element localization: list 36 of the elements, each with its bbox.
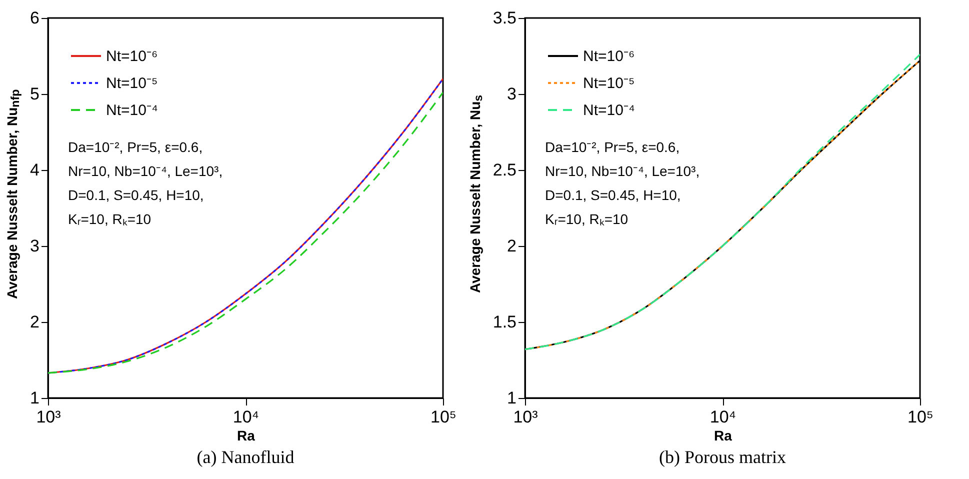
legend-label: Nt=10⁻⁴: [106, 102, 158, 119]
y-tick-label: 2.5: [492, 160, 516, 180]
x-tick-label: 10⁵: [908, 408, 934, 426]
y-tick-label: 5: [30, 84, 40, 104]
text: (a) Nanofluid: [196, 447, 294, 467]
y-tick-label: 3: [507, 84, 516, 104]
x-axis-title: Ra: [237, 428, 256, 444]
legend-label: Nt=10⁻⁵: [583, 75, 635, 92]
x-axis-title: Ra: [714, 428, 732, 444]
y-tick-label: 1: [30, 388, 40, 408]
annotation: Da=10⁻², Pr=5, ε=0.6,: [68, 139, 203, 155]
annotation: D=0.1, S=0.45, H=10,: [68, 187, 204, 203]
y-tick-label: 1: [507, 388, 516, 408]
x-tick-label: 10⁵: [430, 408, 456, 426]
x-tick-label: 10³: [36, 408, 62, 426]
x-tick-label: 10⁴: [232, 408, 260, 426]
y-tick-label: 3.5: [492, 8, 516, 28]
x-tick-label: 10³: [513, 408, 538, 426]
y-tick-label: 2: [30, 312, 40, 332]
annotation: Nr=10, Nb=10⁻⁴, Le=10³,: [545, 163, 700, 179]
text: (b) Porous matrix: [659, 447, 786, 467]
annotation: Kᵣ=10, Rₖ=10: [545, 211, 628, 227]
legend-label: Nt=10⁻⁵: [106, 75, 158, 92]
y-tick-label: 4: [30, 160, 40, 180]
x-tick-label: 10⁴: [710, 408, 736, 426]
legend-label: Nt=10⁻⁴: [583, 102, 635, 119]
legend-label: Nt=10⁻⁶: [583, 48, 635, 65]
y-tick-label: 2: [507, 236, 516, 256]
annotation: Kᵣ=10, Rₖ=10: [68, 211, 152, 227]
annotation: Nr=10, Nb=10⁻⁴, Le=10³,: [68, 163, 223, 179]
y-tick-label: 1.5: [492, 312, 516, 332]
y-tick-label: 6: [30, 8, 40, 28]
legend-label: Nt=10⁻⁶: [106, 48, 158, 65]
annotation: D=0.1, S=0.45, H=10,: [545, 187, 681, 203]
annotation: Da=10⁻², Pr=5, ε=0.6,: [545, 139, 680, 155]
y-tick-label: 3: [30, 236, 40, 256]
